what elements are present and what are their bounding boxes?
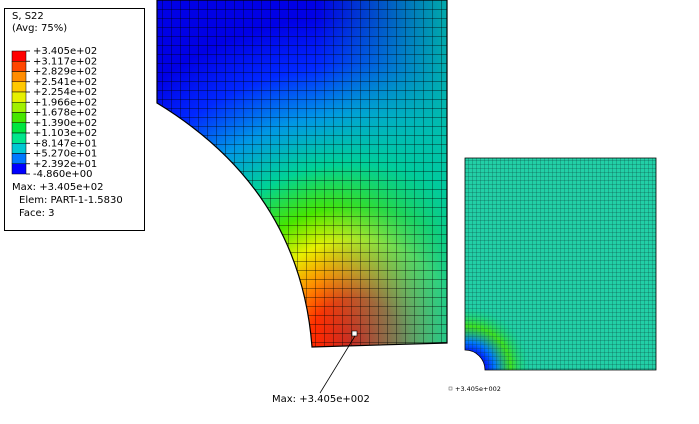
legend-swatch	[11, 143, 27, 154]
legend-label: +8.147e+01	[33, 138, 97, 149]
mesh	[157, 0, 447, 347]
legend-label: +3.117e+02	[33, 56, 97, 67]
legend-swatch	[11, 163, 27, 175]
legend-swatch	[11, 61, 27, 72]
info-line: Elem: PART-1-1.5830	[19, 195, 123, 206]
info-line: Face: 3	[19, 208, 55, 219]
info-line: Max: +3.405e+02	[12, 182, 103, 193]
legend-swatch	[11, 102, 27, 113]
outline	[464, 157, 657, 371]
legend-label: +2.254e+02	[33, 87, 97, 98]
legend-label: +2.829e+02	[33, 67, 97, 78]
legend-swatch	[11, 122, 27, 134]
legend-swatch	[11, 112, 27, 123]
legend-box	[4, 8, 145, 231]
legend-label: +1.103e+02	[33, 128, 97, 139]
max-annotation-small: +3.405e+002	[455, 385, 501, 393]
legend-swatch	[11, 81, 27, 93]
legend-label: +2.392e+01	[33, 159, 97, 170]
legend-label: +3.405e+02	[33, 46, 97, 57]
max-marker	[448, 386, 453, 391]
legend-swatch	[11, 153, 27, 164]
legend-subtitle: (Avg: 75%)	[12, 23, 67, 34]
info: Max: +3.405e+02 Elem: PART-1-1.5830 Face: …	[12, 182, 123, 219]
legend-label: +1.390e+02	[33, 118, 97, 129]
outline	[156, 0, 448, 348]
legend-label: -4.860e+00	[33, 169, 93, 180]
legend-label: +5.270e+01	[33, 149, 97, 160]
legend-swatch	[11, 50, 27, 62]
max-annotation: Max: +3.405e+002	[272, 394, 370, 405]
legend-label: +2.541e+02	[33, 77, 97, 88]
legend-swatch	[11, 132, 27, 144]
leader-line	[319, 335, 356, 394]
legend: S, S22 (Avg: 75%) +3.405e+02+3.117e+02+2…	[4, 8, 145, 231]
max-marker	[351, 330, 358, 337]
legend-label: +1.966e+02	[33, 97, 97, 108]
legend-title: S, S22	[12, 11, 44, 22]
mesh	[465, 158, 656, 370]
part-zoom: Max: +3.405e+002	[156, 0, 448, 405]
legend-swatch	[11, 71, 27, 82]
legend-label: +1.678e+02	[33, 108, 97, 119]
legend-swatch	[11, 91, 27, 103]
part-full: +3.405e+002	[448, 157, 657, 393]
